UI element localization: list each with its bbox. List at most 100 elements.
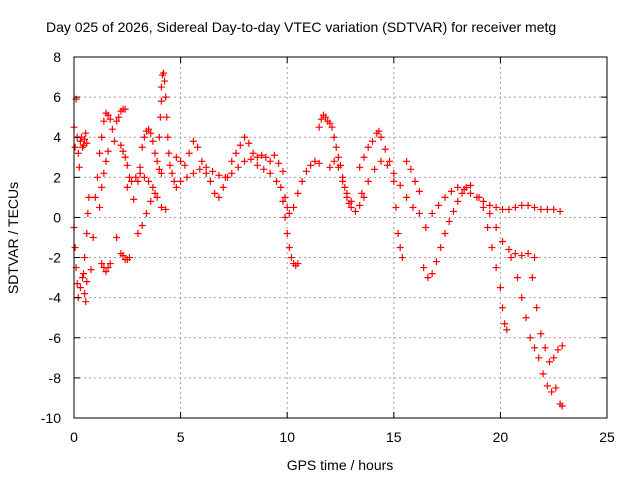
data-point [211, 189, 219, 197]
data-point [136, 163, 144, 171]
data-point [275, 159, 283, 167]
data-point [102, 157, 110, 165]
data-point [279, 197, 287, 205]
data-point [475, 193, 483, 201]
data-point [96, 203, 104, 211]
series-falling [475, 193, 566, 410]
data-point [396, 181, 404, 189]
data-point [407, 165, 415, 173]
data-point [499, 205, 507, 213]
data-point [221, 173, 229, 181]
data-point [326, 163, 334, 171]
data-point [330, 157, 338, 165]
data-point [409, 203, 417, 211]
x-tick-label: 0 [70, 429, 78, 445]
data-point [232, 149, 240, 157]
x-tick-label: 10 [279, 429, 295, 445]
plot-frame [73, 56, 608, 419]
y-tick-label: 4 [53, 129, 61, 145]
data-point [390, 177, 398, 185]
data-point [253, 153, 261, 161]
data-point [368, 137, 376, 145]
data-point [157, 97, 165, 105]
data-point [165, 149, 173, 157]
y-tick-label: 6 [53, 89, 61, 105]
axis-ticks: 0 5 10 15 20 25 -10 -8 -6 -4 -2 0 2 4 6 8 [41, 49, 615, 445]
data-point [157, 83, 165, 91]
data-point [524, 250, 532, 258]
data-point [513, 274, 521, 282]
data-point [76, 284, 84, 292]
data-points [70, 69, 566, 410]
data-point [132, 173, 140, 181]
data-point [81, 135, 89, 143]
chart-title: Day 025 of 2026, Sidereal Day-to-day VTE… [46, 19, 556, 35]
x-tick-label: 25 [599, 429, 615, 445]
data-point [341, 183, 349, 191]
data-point [104, 147, 112, 155]
data-point [149, 183, 157, 191]
series-dip-10 [277, 157, 323, 270]
data-point [411, 177, 419, 185]
data-point [71, 244, 79, 252]
data-point [383, 161, 391, 169]
data-point [228, 157, 236, 165]
data-point [552, 384, 560, 392]
data-point [375, 127, 383, 135]
data-point [285, 244, 293, 252]
data-point [550, 354, 558, 362]
data-point [283, 203, 291, 211]
data-point [177, 177, 185, 185]
data-point [505, 246, 513, 254]
data-point [162, 205, 170, 213]
data-point [460, 185, 468, 193]
y-axis-label: SDTVAR / TECUs [5, 182, 21, 294]
series-arc-12 [315, 111, 368, 215]
data-point [149, 137, 157, 145]
data-point [249, 149, 257, 157]
data-point [302, 167, 310, 175]
data-point [454, 197, 462, 205]
data-point [511, 203, 519, 211]
data-point [85, 193, 93, 201]
data-point [123, 183, 131, 191]
data-point [93, 173, 101, 181]
data-point [163, 113, 171, 121]
data-point [392, 203, 400, 211]
data-point [518, 294, 526, 302]
data-point [531, 203, 539, 211]
data-point [398, 254, 406, 262]
data-point [347, 197, 355, 205]
data-point [332, 143, 340, 151]
data-point [548, 388, 556, 396]
series-peak [123, 69, 180, 213]
series-early [70, 95, 93, 306]
series-mid [172, 133, 287, 201]
data-point [281, 193, 289, 201]
data-point [245, 139, 253, 147]
data-point [168, 169, 176, 177]
data-point [360, 153, 368, 161]
data-point [80, 270, 88, 278]
data-point [253, 161, 261, 169]
data-point [486, 209, 494, 217]
data-point [185, 149, 193, 157]
data-point [364, 177, 372, 185]
data-point [381, 145, 389, 153]
data-point [550, 205, 558, 213]
data-point [458, 189, 466, 197]
data-point [307, 161, 315, 169]
series-arc-1 [87, 105, 129, 276]
y-tick-label: -2 [49, 250, 62, 266]
data-point [183, 173, 191, 181]
data-point [157, 203, 165, 211]
data-point [499, 304, 507, 312]
data-point [347, 203, 355, 211]
data-point [273, 177, 281, 185]
data-point [394, 229, 402, 237]
data-point [507, 254, 515, 262]
data-point [364, 143, 372, 151]
data-point [162, 93, 170, 101]
data-point [386, 157, 394, 165]
data-point [537, 330, 545, 338]
